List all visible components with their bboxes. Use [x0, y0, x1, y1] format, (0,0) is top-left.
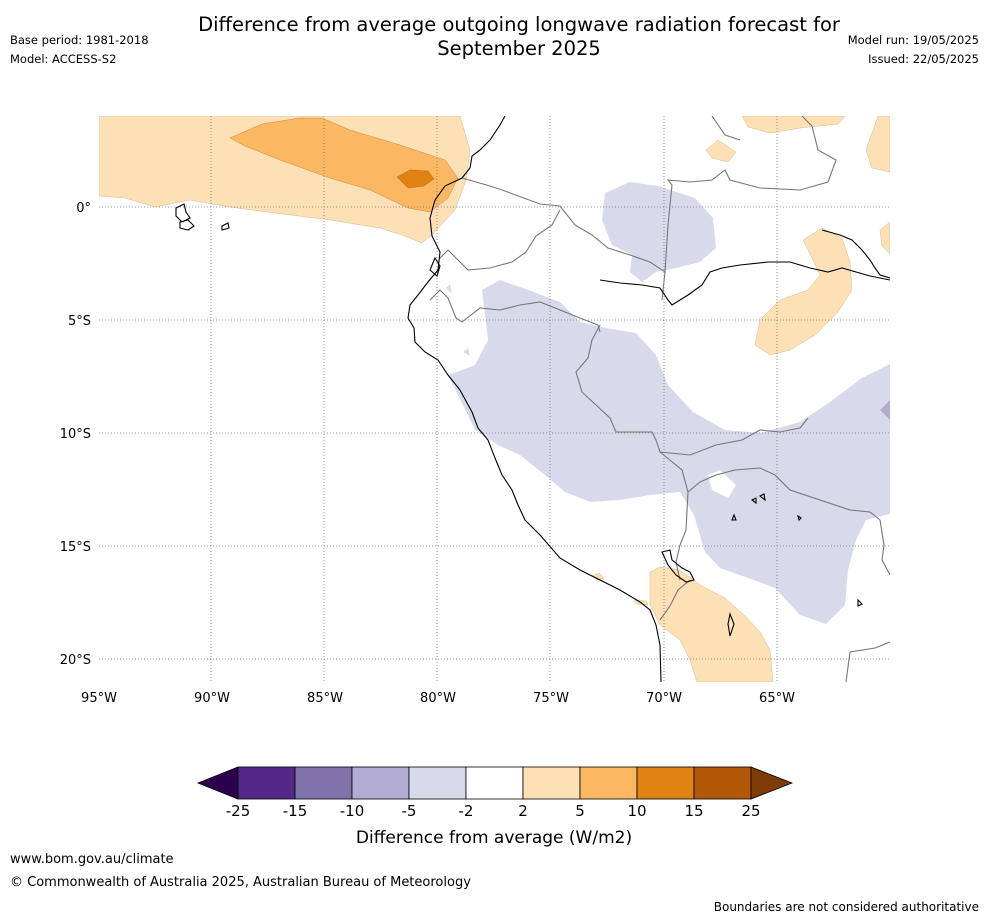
- country-borders: [429, 116, 890, 682]
- colorbar-segment: [294, 766, 353, 800]
- lon-label: 85°W: [307, 691, 343, 706]
- anomaly-region-pacific-medium: [229, 117, 459, 213]
- base-period-text: Base period: 1981-2018: [10, 33, 149, 47]
- lon-label: 75°W: [533, 691, 569, 706]
- colorbar-segment: [465, 766, 524, 800]
- colorbar-tick-label: 5: [575, 802, 585, 820]
- lon-label: 80°W: [420, 691, 456, 706]
- colorbar-tick-label: 10: [627, 802, 646, 820]
- anomaly-region-peru-bolivia: [448, 280, 890, 624]
- colorbar-label: Difference from average (W/m2): [356, 828, 632, 848]
- lon-label: 70°W: [646, 691, 682, 706]
- colorbar: -25 -15 -10 -5 -2 2 5 10 15 25: [196, 766, 794, 820]
- coastlines: [175, 116, 890, 682]
- anomaly-region-coast-speck: [591, 572, 605, 581]
- colorbar-segment: [693, 766, 752, 800]
- anomaly-region-small-1: [463, 348, 470, 356]
- anomaly-region-altiplano: [649, 566, 774, 682]
- colorbar-segment: [636, 766, 695, 800]
- page-title: Difference from average outgoing longwav…: [94, 13, 944, 61]
- neutral-region-hole: [708, 470, 736, 498]
- colorbar-segment: [522, 766, 581, 800]
- lon-label: 65°W: [759, 691, 795, 706]
- issued-text: Issued: 22/05/2025: [868, 52, 979, 66]
- anomaly-region-north-east-4: [879, 221, 890, 255]
- colorbar-tick-label: 2: [518, 802, 528, 820]
- anomaly-region-north-east-3: [705, 139, 737, 163]
- lon-label: 90°W: [194, 691, 230, 706]
- lat-label: 0°: [76, 201, 91, 216]
- lat-label: 5°S: [68, 314, 91, 329]
- map-panel: [99, 116, 890, 682]
- colorbar-segment: [351, 766, 410, 800]
- title-line-2: September 2025: [437, 37, 601, 60]
- colorbar-tick-label: -15: [283, 802, 308, 820]
- anomaly-region-amazon: [754, 227, 853, 356]
- anomaly-region-east-edge: [880, 400, 890, 420]
- colorbar-segment: [237, 766, 296, 800]
- colorbar-tick-label: 15: [684, 802, 703, 820]
- title-line-1: Difference from average outgoing longwav…: [198, 13, 840, 36]
- latitude-labels: 0° 5°S 10°S 15°S 20°S: [60, 201, 91, 668]
- colorbar-tick-label: 25: [741, 802, 760, 820]
- colorbar-segment: [408, 766, 467, 800]
- lat-label: 20°S: [60, 653, 91, 668]
- anomaly-region-small-2: [446, 284, 452, 294]
- lon-label: 95°W: [81, 691, 117, 706]
- anomaly-region-pacific-strong: [396, 169, 435, 189]
- colorbar-tick-label: -25: [226, 802, 251, 820]
- disclaimer-text: Boundaries are not considered authoritat…: [713, 900, 979, 914]
- colorbar-extend-high: [750, 766, 794, 800]
- colorbar-segment: [579, 766, 638, 800]
- copyright-text: © Commonwealth of Australia 2025, Austra…: [10, 875, 471, 890]
- colorbar-tick-label: -5: [402, 802, 417, 820]
- lat-label: 10°S: [60, 427, 91, 442]
- gridlines: [99, 116, 890, 682]
- colorbar-extend-low: [196, 766, 239, 800]
- lat-label: 15°S: [60, 540, 91, 555]
- model-run-text: Model run: 19/05/2025: [847, 33, 979, 47]
- colorbar-tick-label: -10: [340, 802, 365, 820]
- model-text: Model: ACCESS-S2: [10, 52, 117, 66]
- website-link[interactable]: www.bom.gov.au/climate: [10, 852, 174, 867]
- anomaly-region-north-east-1: [741, 116, 846, 134]
- colorbar-tick-label: -2: [459, 802, 474, 820]
- longitude-labels: 95°W 90°W 85°W 80°W 75°W 70°W 65°W: [81, 691, 795, 706]
- anomaly-region-north-east-2: [865, 116, 890, 173]
